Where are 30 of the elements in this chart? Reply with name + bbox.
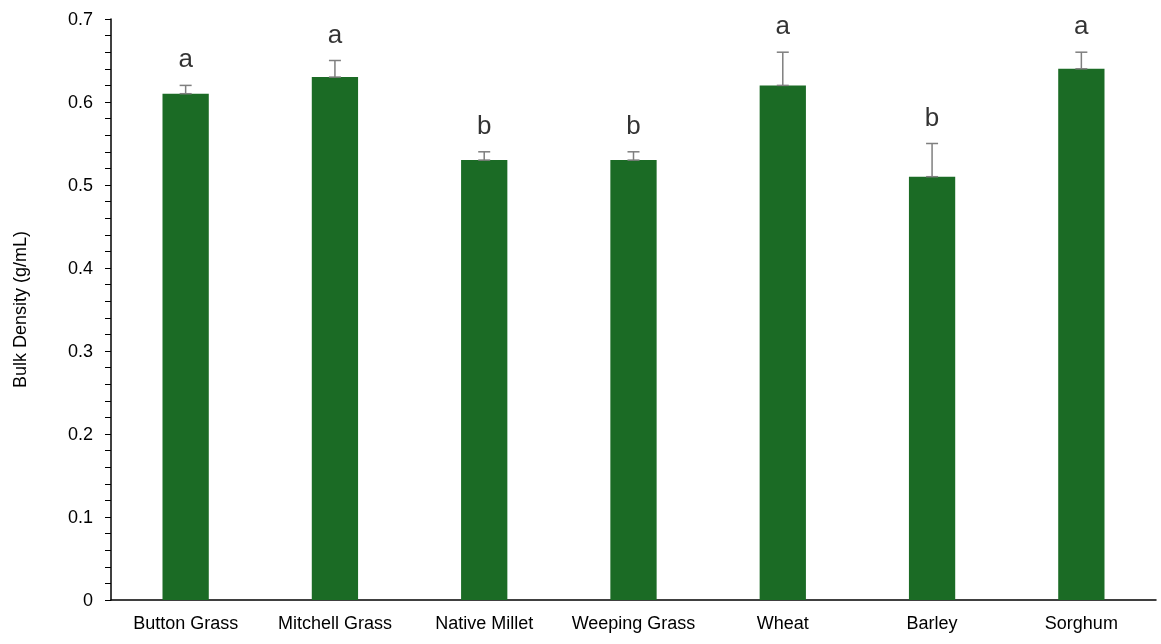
y-tick-label: 0 [82,590,93,610]
y-tick-label: 0.7 [67,9,93,29]
x-tick-label: Button Grass [133,613,239,633]
bar [311,77,359,600]
y-axis-title: Bulk Density (g/mL) [10,230,30,389]
annotation: a [327,18,343,49]
annotation: b [626,109,641,140]
bar [759,85,806,600]
y-tick-label: 0.3 [67,341,93,361]
bar [1058,68,1105,600]
y-tick-label: 0.2 [67,424,93,444]
x-tick-label: Mitchell Grass [277,613,392,633]
bar [610,160,657,600]
annotation: a [775,10,791,41]
x-tick-label: Barley [906,613,958,633]
bar [461,160,508,600]
x-tick-label: Wheat [756,613,809,633]
x-tick-label: Sorghum [1044,613,1118,633]
annotation: b [924,101,940,132]
y-tick-label: 0.4 [67,258,93,278]
annotation: a [1074,10,1090,41]
y-tick-label: 0.6 [67,92,93,112]
annotation: b [476,109,492,140]
bar [162,93,209,600]
y-tick-label: 0.5 [67,175,93,195]
y-tick-label: 0.1 [67,507,93,527]
x-tick-label: Native Millet [435,613,534,633]
annotation: a [178,43,194,74]
bar [908,176,956,600]
x-tick-label: Weeping Grass [571,613,696,633]
